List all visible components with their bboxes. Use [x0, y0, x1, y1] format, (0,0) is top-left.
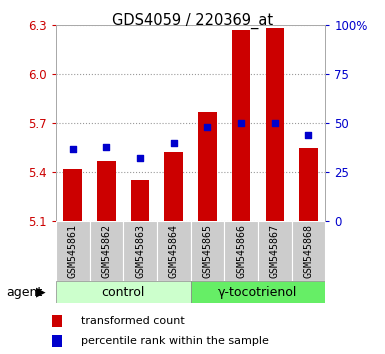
Bar — [157, 221, 191, 281]
Point — [238, 120, 244, 126]
Bar — [56, 221, 89, 281]
Bar — [131, 180, 149, 221]
Text: GSM545864: GSM545864 — [169, 224, 179, 278]
Text: GSM545863: GSM545863 — [135, 224, 145, 278]
Text: control: control — [102, 286, 145, 298]
Bar — [52, 315, 62, 327]
Bar — [89, 221, 123, 281]
Bar — [56, 281, 191, 303]
Text: GSM545867: GSM545867 — [270, 224, 280, 278]
Bar — [224, 221, 258, 281]
Text: GSM545862: GSM545862 — [101, 224, 111, 278]
Bar — [123, 221, 157, 281]
Point — [171, 140, 177, 145]
Bar — [299, 148, 318, 221]
Bar — [97, 161, 115, 221]
Bar — [232, 30, 250, 221]
Text: GSM545866: GSM545866 — [236, 224, 246, 278]
Bar — [52, 335, 62, 347]
Text: GSM545868: GSM545868 — [303, 224, 313, 278]
Bar — [191, 281, 325, 303]
Bar — [258, 221, 292, 281]
Point — [272, 120, 278, 126]
Point — [204, 124, 211, 130]
Bar — [64, 169, 82, 221]
Point — [305, 132, 311, 138]
Bar — [292, 221, 325, 281]
Bar — [164, 153, 183, 221]
Text: GDS4059 / 220369_at: GDS4059 / 220369_at — [112, 12, 273, 29]
Point — [103, 144, 109, 149]
Bar — [266, 28, 284, 221]
Text: GSM545865: GSM545865 — [203, 224, 213, 278]
Text: transformed count: transformed count — [81, 316, 185, 326]
Text: γ-tocotrienol: γ-tocotrienol — [218, 286, 298, 298]
Text: agent: agent — [6, 286, 42, 298]
Bar — [198, 112, 217, 221]
Point — [70, 146, 76, 152]
Text: ▶: ▶ — [35, 286, 45, 298]
Point — [137, 155, 143, 161]
Text: GSM545861: GSM545861 — [68, 224, 78, 278]
Bar — [191, 221, 224, 281]
Text: percentile rank within the sample: percentile rank within the sample — [81, 336, 269, 346]
